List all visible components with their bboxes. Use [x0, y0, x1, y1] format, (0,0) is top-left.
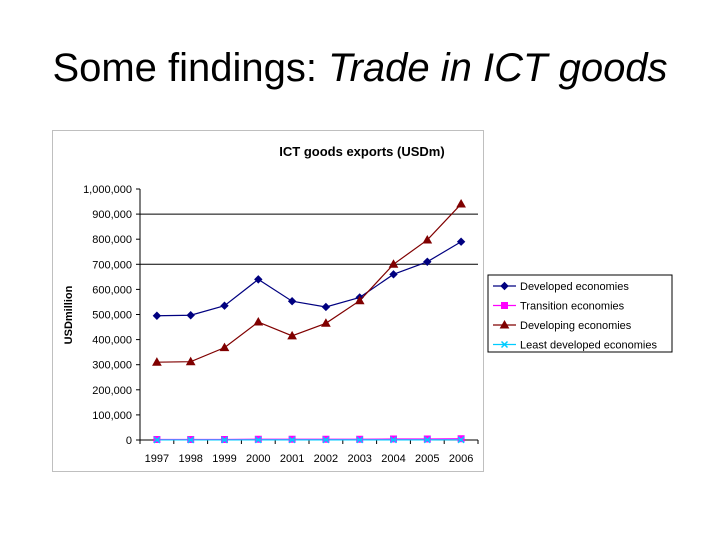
- y-tick-label: 400,000: [92, 335, 132, 347]
- marker-stroke: [288, 436, 296, 444]
- legend-layer: Developed economies Transition economies D…: [487, 274, 673, 353]
- legend-marker-3: [500, 340, 509, 349]
- slide-title-plain: Some findings:: [52, 46, 329, 90]
- series-layer: [152, 199, 466, 444]
- x-tick-label: 1998: [178, 453, 202, 465]
- data-point-s0-9: [456, 237, 466, 246]
- data-point-s0-0: [152, 311, 162, 320]
- data-point-s3-4: [288, 436, 296, 444]
- legend-marker-0: [500, 281, 509, 291]
- data-point-s0-1: [186, 311, 195, 320]
- x-tick-label: 2005: [415, 453, 439, 465]
- slide-title: Some findings: Trade in ICT goods: [0, 46, 720, 91]
- series-line-0: [156, 241, 462, 317]
- data-point-s3-8: [423, 436, 431, 444]
- data-point-s0-2: [220, 301, 229, 310]
- legend-marker-2: [499, 319, 510, 329]
- data-point-s3-6: [356, 436, 364, 444]
- data-point-s0-5: [321, 302, 331, 312]
- y-tick-label: 500,000: [92, 310, 132, 322]
- y-tick-label: 900,000: [92, 209, 132, 221]
- x-tick-label: 2004: [381, 453, 405, 465]
- legend-label: Developing economies: [520, 320, 632, 332]
- legend-box: [487, 274, 673, 353]
- x-tick-label: 2003: [347, 453, 371, 465]
- y-tick-label: 600,000: [92, 284, 132, 296]
- slide-title-italic: Trade in ICT goods: [328, 46, 668, 90]
- axis-layer: 0 100,000 200,000 300,000 400,000 500,000 600,…: [83, 184, 479, 465]
- marker-stroke: [322, 436, 330, 444]
- x-tick-label: 2000: [246, 453, 270, 465]
- data-point-s2-6: [354, 295, 365, 305]
- data-point-s3-2: [220, 436, 229, 444]
- data-point-s2-7: [388, 259, 399, 268]
- data-point-s2-9: [456, 199, 466, 208]
- chart-title: ICT goods exports (USDm): [279, 144, 445, 159]
- legend-marker-1: [501, 302, 508, 309]
- y-tick-label: 100,000: [92, 410, 132, 422]
- data-point-s2-4: [287, 330, 297, 340]
- x-tick-label: 2002: [314, 453, 338, 465]
- data-point-s2-1: [185, 356, 196, 366]
- data-point-s2-0: [152, 357, 162, 366]
- marker-stroke: [356, 436, 364, 444]
- marker-stroke: [423, 436, 431, 444]
- y-tick-label: 300,000: [92, 360, 132, 372]
- data-point-s3-3: [254, 436, 262, 444]
- data-point-s0-3: [254, 275, 263, 284]
- data-point-s3-5: [322, 436, 330, 444]
- legend-label: Transition economies: [520, 301, 625, 313]
- legend-label: Least developed economies: [520, 340, 657, 352]
- marker-stroke: [187, 436, 195, 444]
- data-point-s2-3: [253, 317, 264, 326]
- marker-stroke: [500, 340, 509, 349]
- data-point-s0-4: [287, 296, 297, 306]
- legend-label: Developed economies: [520, 281, 629, 293]
- y-axis-label: USDmillion: [63, 285, 75, 344]
- data-point-s3-9: [457, 436, 465, 444]
- data-point-s1-9: [457, 435, 465, 443]
- data-point-s3-7: [389, 436, 398, 444]
- marker-stroke: [220, 436, 229, 444]
- data-point-s2-5: [321, 318, 331, 327]
- marker-stroke: [254, 436, 262, 444]
- x-tick-label: 2001: [280, 453, 304, 465]
- data-point-s3-0: [153, 436, 161, 444]
- marker-stroke: [457, 436, 465, 444]
- data-point-s0-7: [389, 270, 398, 279]
- marker-stroke: [389, 436, 398, 444]
- chart-area: [52, 130, 484, 472]
- data-point-s2-8: [422, 234, 433, 244]
- marker-stroke: [153, 436, 161, 444]
- series-line-2: [156, 203, 462, 363]
- x-tick-label: 1997: [145, 453, 169, 465]
- data-point-s2-2: [219, 342, 230, 352]
- y-tick-label: 200,000: [92, 385, 132, 397]
- y-tick-label: 0: [126, 435, 132, 447]
- y-tick-label: 800,000: [92, 234, 132, 246]
- data-point-s0-8: [423, 257, 432, 266]
- x-tick-label: 2006: [449, 453, 473, 465]
- x-tick-label: 1999: [212, 453, 236, 465]
- y-tick-label: 700,000: [92, 259, 132, 271]
- y-tick-label: 1,000,000: [83, 184, 132, 196]
- data-point-s3-1: [187, 436, 195, 444]
